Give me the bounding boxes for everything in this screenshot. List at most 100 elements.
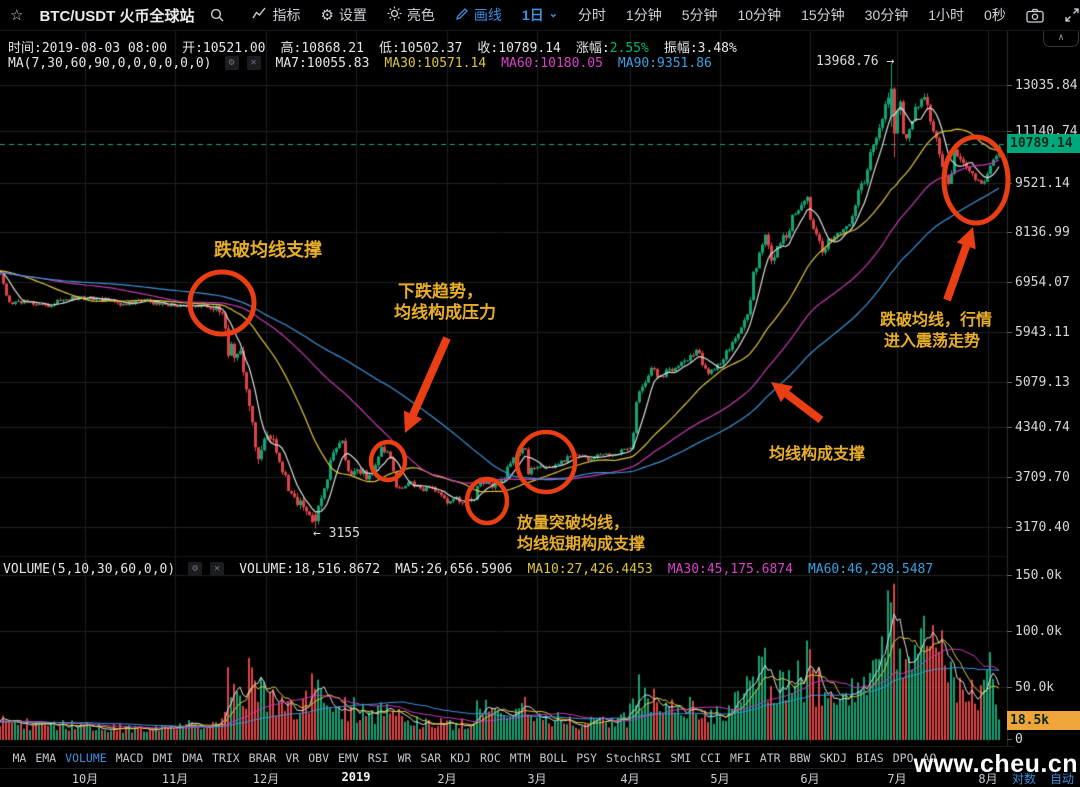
interval-buttons: 分时 1分钟 5分钟 10分钟 15分钟 30分钟 1小时 bbox=[568, 5, 974, 25]
scale-control[interactable]: 自动 bbox=[1050, 772, 1075, 786]
volume-ma-value: MA5:26,656.5906 bbox=[395, 562, 513, 577]
interval-button[interactable]: 5分钟 bbox=[681, 7, 718, 23]
search-button[interactable] bbox=[200, 8, 234, 22]
indicator-tab-sar[interactable]: SAR bbox=[420, 750, 442, 765]
price-extreme-label: 13968.76 → bbox=[816, 54, 895, 69]
indicator-tab-obv[interactable]: OBV bbox=[308, 750, 329, 765]
volume-tick-label: 50.0k bbox=[1007, 680, 1079, 695]
volume-info-row: VOLUME(5,10,30,60,0,0) ⚙ ✕ VOLUME:18,516… bbox=[3, 562, 933, 577]
indicator-tab-mtm[interactable]: MTM bbox=[509, 750, 531, 765]
toolbar-button-gear[interactable]: ⚙ 设置 bbox=[320, 7, 367, 24]
fullscreen-button[interactable] bbox=[1054, 7, 1080, 23]
favorite-star-button[interactable]: ☆ bbox=[0, 8, 33, 23]
time-tick-label: 6月 bbox=[800, 772, 820, 786]
toolbar-button-indicator[interactable]: 指标 bbox=[242, 5, 310, 25]
scale-control[interactable]: 对数 bbox=[1012, 772, 1037, 786]
volume-ma-value: MA10:27,426.4453 bbox=[527, 562, 653, 577]
ohlc-field: 振幅:3.48% bbox=[663, 41, 737, 56]
indicator-tab-dpo[interactable]: DPO bbox=[892, 750, 914, 765]
indicator-tab-rsi[interactable]: RSI bbox=[367, 750, 389, 765]
time-tick-label: 3月 bbox=[527, 772, 547, 786]
indicator-tab-vr[interactable]: VR bbox=[285, 750, 300, 765]
ohlc-field: 高:10868.21 bbox=[280, 41, 364, 56]
time-tick-label: 12月 bbox=[252, 772, 280, 786]
ohlc-field: 时间:2019-08-03 08:00 bbox=[8, 41, 168, 56]
ma-info-row: MA(7,30,60,90,0,0,0,0,0,0) ⚙ ✕ MA7:10055… bbox=[8, 56, 712, 71]
volume-close-icon[interactable]: ✕ bbox=[210, 562, 225, 576]
indicator-tab-brar[interactable]: BRAR bbox=[248, 750, 277, 765]
search-icon bbox=[211, 8, 224, 22]
toolbar-button-pencil[interactable]: 画线 bbox=[445, 5, 512, 25]
indicator-tab-psy[interactable]: PSY bbox=[576, 750, 598, 765]
indicator-tab-cci[interactable]: CCI bbox=[700, 750, 721, 765]
annotation-text: 放量突破均线， bbox=[517, 515, 630, 532]
annotation-text: 跌破均线支撑 bbox=[214, 240, 322, 260]
ma-value: MA7:10055.83 bbox=[275, 56, 370, 71]
price-tick-label: 5079.13 bbox=[1007, 375, 1079, 390]
toolbar-button-sun[interactable]: 亮色 bbox=[377, 5, 445, 25]
ma-close-icon[interactable]: ✕ bbox=[246, 56, 261, 70]
annotation-text: 均线构成压力 bbox=[394, 303, 496, 322]
annotation-text: 均线构成支撑 bbox=[769, 446, 866, 463]
interval-button[interactable]: 分时 bbox=[577, 7, 606, 23]
price-tick-label: 9521.14 bbox=[1007, 176, 1079, 191]
toolbar-menu: 指标 ⚙ 设置 亮色 画线 bbox=[242, 5, 511, 25]
indicator-tab-boll[interactable]: BOLL bbox=[539, 750, 568, 765]
screenshot-button[interactable] bbox=[1016, 8, 1054, 23]
indicator-tab-bar: MA EMA VOLUME MACD DMI DMA TRIX BRAR VR OBV EMV RSI… bbox=[0, 746, 1014, 769]
ohlc-info-row: 时间:2019-08-03 08:00 开:10521.00 高:10868.21 低… bbox=[8, 37, 737, 56]
price-tick-label: 6954.07 bbox=[1007, 275, 1079, 290]
indicator-tab-stochrsi[interactable]: StochRSI bbox=[606, 750, 662, 765]
indicator-icon bbox=[252, 7, 267, 23]
price-tick-label: 4340.74 bbox=[1007, 420, 1079, 435]
indicator-tab-roc[interactable]: ROC bbox=[479, 750, 501, 765]
time-tick-label: 2月 bbox=[437, 772, 457, 786]
top-toolbar: ☆ BTC/USDT 火币全球站 指标 ⚙ 设置 亮色 画线 1日 ⌄ 分时 1分钟 5分钟… bbox=[0, 0, 1080, 31]
indicator-tab-kdj[interactable]: KDJ bbox=[450, 750, 471, 765]
price-tick-label: 8136.99 bbox=[1007, 225, 1079, 240]
indicator-tab-skdj[interactable]: SKDJ bbox=[819, 750, 848, 765]
indicator-tab-ao[interactable]: AO bbox=[922, 750, 937, 765]
indicator-tab-dma[interactable]: DMA bbox=[182, 750, 203, 765]
price-extreme-label: ← 3155 bbox=[313, 526, 360, 541]
annotation-text: 下跌趋势， bbox=[398, 282, 483, 301]
symbol-title: BTC/USDT 火币全球站 bbox=[39, 7, 195, 25]
time-tick-label: 5月 bbox=[710, 772, 730, 786]
interval-button[interactable]: 1分钟 bbox=[625, 7, 662, 23]
indicator-tab-atr[interactable]: ATR bbox=[759, 750, 781, 765]
interval-button[interactable]: 10分钟 bbox=[737, 7, 782, 23]
current-volume-tag: 18.5k bbox=[1007, 711, 1080, 730]
price-tick-label: 3709.70 bbox=[1007, 470, 1079, 485]
indicator-tab-volume[interactable]: VOLUME bbox=[65, 750, 107, 765]
interval-button[interactable]: 15分钟 bbox=[801, 7, 845, 23]
indicator-tab-mfi[interactable]: MFI bbox=[729, 750, 751, 765]
indicator-tab-emv[interactable]: EMV bbox=[338, 750, 359, 765]
volume-ma-value: VOLUME:18,516.8672 bbox=[239, 562, 381, 577]
current-price-tag: 10789.14 bbox=[1007, 134, 1080, 153]
indicator-tab-dmi[interactable]: DMI bbox=[152, 750, 174, 765]
ma-value: MA60:10180.05 bbox=[501, 56, 603, 71]
price-tick-label: 13035.84 bbox=[1007, 78, 1079, 93]
annotation-text: 进入震荡走势 bbox=[884, 333, 981, 350]
interval-button[interactable]: 30分钟 bbox=[864, 7, 909, 23]
volume-gear-icon[interactable]: ⚙ bbox=[188, 562, 203, 576]
countdown-timer: 0秒 bbox=[984, 7, 1006, 23]
indicator-tab-ma[interactable]: MA bbox=[12, 750, 27, 765]
indicator-tab-trix[interactable]: TRIX bbox=[211, 750, 240, 765]
indicator-tab-bbw[interactable]: BBW bbox=[789, 750, 811, 765]
indicator-tab-bias[interactable]: BIAS bbox=[856, 750, 884, 765]
time-tick-label: 7月 bbox=[887, 772, 907, 786]
sun-icon bbox=[387, 6, 402, 24]
camera-icon bbox=[1026, 8, 1044, 23]
volume-settings-title: VOLUME(5,10,30,60,0,0) bbox=[3, 562, 176, 577]
collapse-chart-button[interactable]: ∧ bbox=[1043, 30, 1079, 47]
indicator-tab-macd[interactable]: MACD bbox=[115, 750, 144, 765]
interval-button[interactable]: 1小时 bbox=[928, 7, 965, 23]
indicator-tab-ema[interactable]: EMA bbox=[35, 750, 57, 765]
indicator-tab-smi[interactable]: SMI bbox=[670, 750, 692, 765]
interval-dropdown[interactable]: 1日 ⌄ bbox=[521, 7, 558, 23]
ma-gear-icon[interactable]: ⚙ bbox=[224, 56, 239, 70]
indicator-tab-wr[interactable]: WR bbox=[397, 750, 412, 765]
time-tick-label: 8月 bbox=[978, 772, 998, 786]
